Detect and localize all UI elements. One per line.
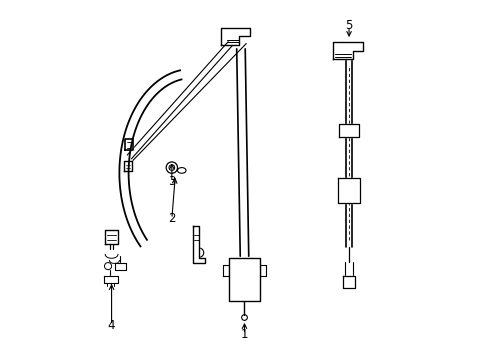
- Polygon shape: [124, 161, 132, 171]
- Text: 5: 5: [345, 19, 352, 32]
- Text: 2: 2: [168, 212, 175, 225]
- Polygon shape: [332, 42, 362, 59]
- Polygon shape: [115, 263, 126, 270]
- Circle shape: [232, 31, 235, 33]
- Circle shape: [354, 45, 356, 47]
- Bar: [229, 258, 259, 301]
- Text: 1: 1: [240, 328, 248, 341]
- Circle shape: [341, 45, 344, 48]
- Polygon shape: [221, 28, 249, 45]
- Polygon shape: [337, 178, 360, 203]
- Polygon shape: [339, 124, 358, 137]
- Polygon shape: [105, 230, 118, 244]
- Polygon shape: [103, 276, 118, 283]
- Text: 4: 4: [108, 319, 115, 332]
- Text: 3: 3: [168, 175, 175, 188]
- Polygon shape: [342, 276, 355, 288]
- Polygon shape: [192, 226, 205, 263]
- Polygon shape: [124, 139, 133, 150]
